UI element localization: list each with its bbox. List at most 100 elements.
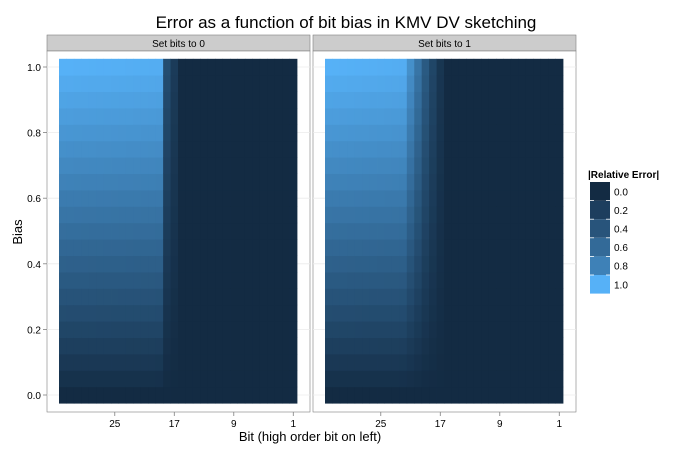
- heatmap-cell: [282, 124, 290, 141]
- heatmap-cell: [119, 59, 127, 76]
- heatmap-cell: [282, 75, 290, 92]
- heatmap-cell: [444, 288, 452, 305]
- heatmap-cell: [325, 239, 333, 256]
- heatmap-cell: [325, 174, 333, 191]
- heatmap-cell: [171, 272, 179, 289]
- heatmap-cell: [193, 288, 201, 305]
- heatmap-cell: [474, 206, 482, 223]
- heatmap-cell: [148, 206, 156, 223]
- heatmap-cell: [74, 370, 82, 387]
- heatmap-cell: [422, 223, 430, 240]
- heatmap-cell: [474, 321, 482, 338]
- heatmap-cell: [332, 256, 340, 273]
- heatmap-cell: [230, 272, 238, 289]
- heatmap-cell: [355, 141, 363, 158]
- heatmap-cell: [414, 387, 422, 404]
- heatmap-cell: [399, 256, 407, 273]
- heatmap-cell: [66, 256, 74, 273]
- heatmap-cell: [504, 370, 512, 387]
- heatmap-cell: [332, 354, 340, 371]
- heatmap-cell: [370, 174, 378, 191]
- heatmap-cell: [238, 75, 246, 92]
- heatmap-cell: [474, 190, 482, 207]
- heatmap-cell: [325, 124, 333, 141]
- heatmap-cell: [275, 92, 283, 109]
- heatmap-cell: [533, 321, 541, 338]
- heatmap-cell: [208, 272, 216, 289]
- heatmap-cell: [126, 75, 134, 92]
- heatmap-cell: [96, 338, 104, 355]
- heatmap-cell: [133, 108, 141, 125]
- heatmap-cell: [96, 141, 104, 158]
- heatmap-cell: [66, 370, 74, 387]
- heatmap-cell: [325, 256, 333, 273]
- heatmap-cell: [148, 272, 156, 289]
- heatmap-cell: [541, 141, 549, 158]
- heatmap-cell: [444, 108, 452, 125]
- heatmap-cell: [548, 256, 556, 273]
- heatmap-cell: [526, 75, 534, 92]
- heatmap-cell: [511, 256, 519, 273]
- heatmap-cell: [252, 157, 260, 174]
- heatmap-cell: [267, 59, 275, 76]
- heatmap-cell: [208, 124, 216, 141]
- heatmap-cell: [496, 305, 504, 322]
- heatmap-cell: [422, 256, 430, 273]
- heatmap-cell: [200, 174, 208, 191]
- heatmap-cell: [193, 256, 201, 273]
- heatmap-cell: [230, 321, 238, 338]
- heatmap-cell: [74, 321, 82, 338]
- heatmap-cell: [340, 305, 348, 322]
- heatmap-cell: [156, 338, 164, 355]
- heatmap-cell: [193, 305, 201, 322]
- heatmap-cell: [437, 288, 445, 305]
- heatmap-cell: [275, 206, 283, 223]
- heatmap-cell: [81, 288, 89, 305]
- heatmap-cell: [290, 206, 298, 223]
- heatmap-cell: [340, 59, 348, 76]
- heatmap-cell: [141, 190, 149, 207]
- heatmap-cell: [178, 223, 186, 240]
- heatmap-cell: [474, 92, 482, 109]
- heatmap-cell: [245, 272, 253, 289]
- heatmap-cell: [422, 92, 430, 109]
- heatmap-cell: [556, 338, 564, 355]
- heatmap-cell: [422, 321, 430, 338]
- heatmap-cell: [489, 387, 497, 404]
- heatmap-cell: [185, 370, 193, 387]
- heatmap-cell: [481, 174, 489, 191]
- heatmap-cell: [238, 141, 246, 158]
- heatmap-cell: [156, 272, 164, 289]
- heatmap-cell: [355, 321, 363, 338]
- heatmap-cell: [541, 124, 549, 141]
- heatmap-cell: [185, 272, 193, 289]
- heatmap-cell: [96, 354, 104, 371]
- heatmap-cell: [511, 206, 519, 223]
- heatmap-cell: [119, 174, 127, 191]
- heatmap-cell: [178, 338, 186, 355]
- heatmap-cell: [437, 256, 445, 273]
- heatmap-cell: [474, 124, 482, 141]
- heatmap-cell: [245, 223, 253, 240]
- heatmap-cell: [548, 206, 556, 223]
- heatmap-cell: [496, 75, 504, 92]
- heatmap-cell: [171, 321, 179, 338]
- heatmap-cell: [215, 239, 223, 256]
- heatmap-cell: [496, 124, 504, 141]
- heatmap-cell: [362, 239, 370, 256]
- heatmap-cell: [104, 370, 112, 387]
- heatmap-cell: [193, 338, 201, 355]
- heatmap-cell: [275, 75, 283, 92]
- heatmap-cell: [548, 92, 556, 109]
- heatmap-cell: [504, 75, 512, 92]
- heatmap-cell: [489, 223, 497, 240]
- heatmap-cell: [267, 108, 275, 125]
- heatmap-cell: [414, 239, 422, 256]
- heatmap-cell: [245, 75, 253, 92]
- heatmap-cell: [518, 157, 526, 174]
- heatmap-cell: [230, 124, 238, 141]
- heatmap-cell: [518, 223, 526, 240]
- heatmap-cell: [171, 157, 179, 174]
- heatmap-cell: [104, 75, 112, 92]
- heatmap-cell: [489, 272, 497, 289]
